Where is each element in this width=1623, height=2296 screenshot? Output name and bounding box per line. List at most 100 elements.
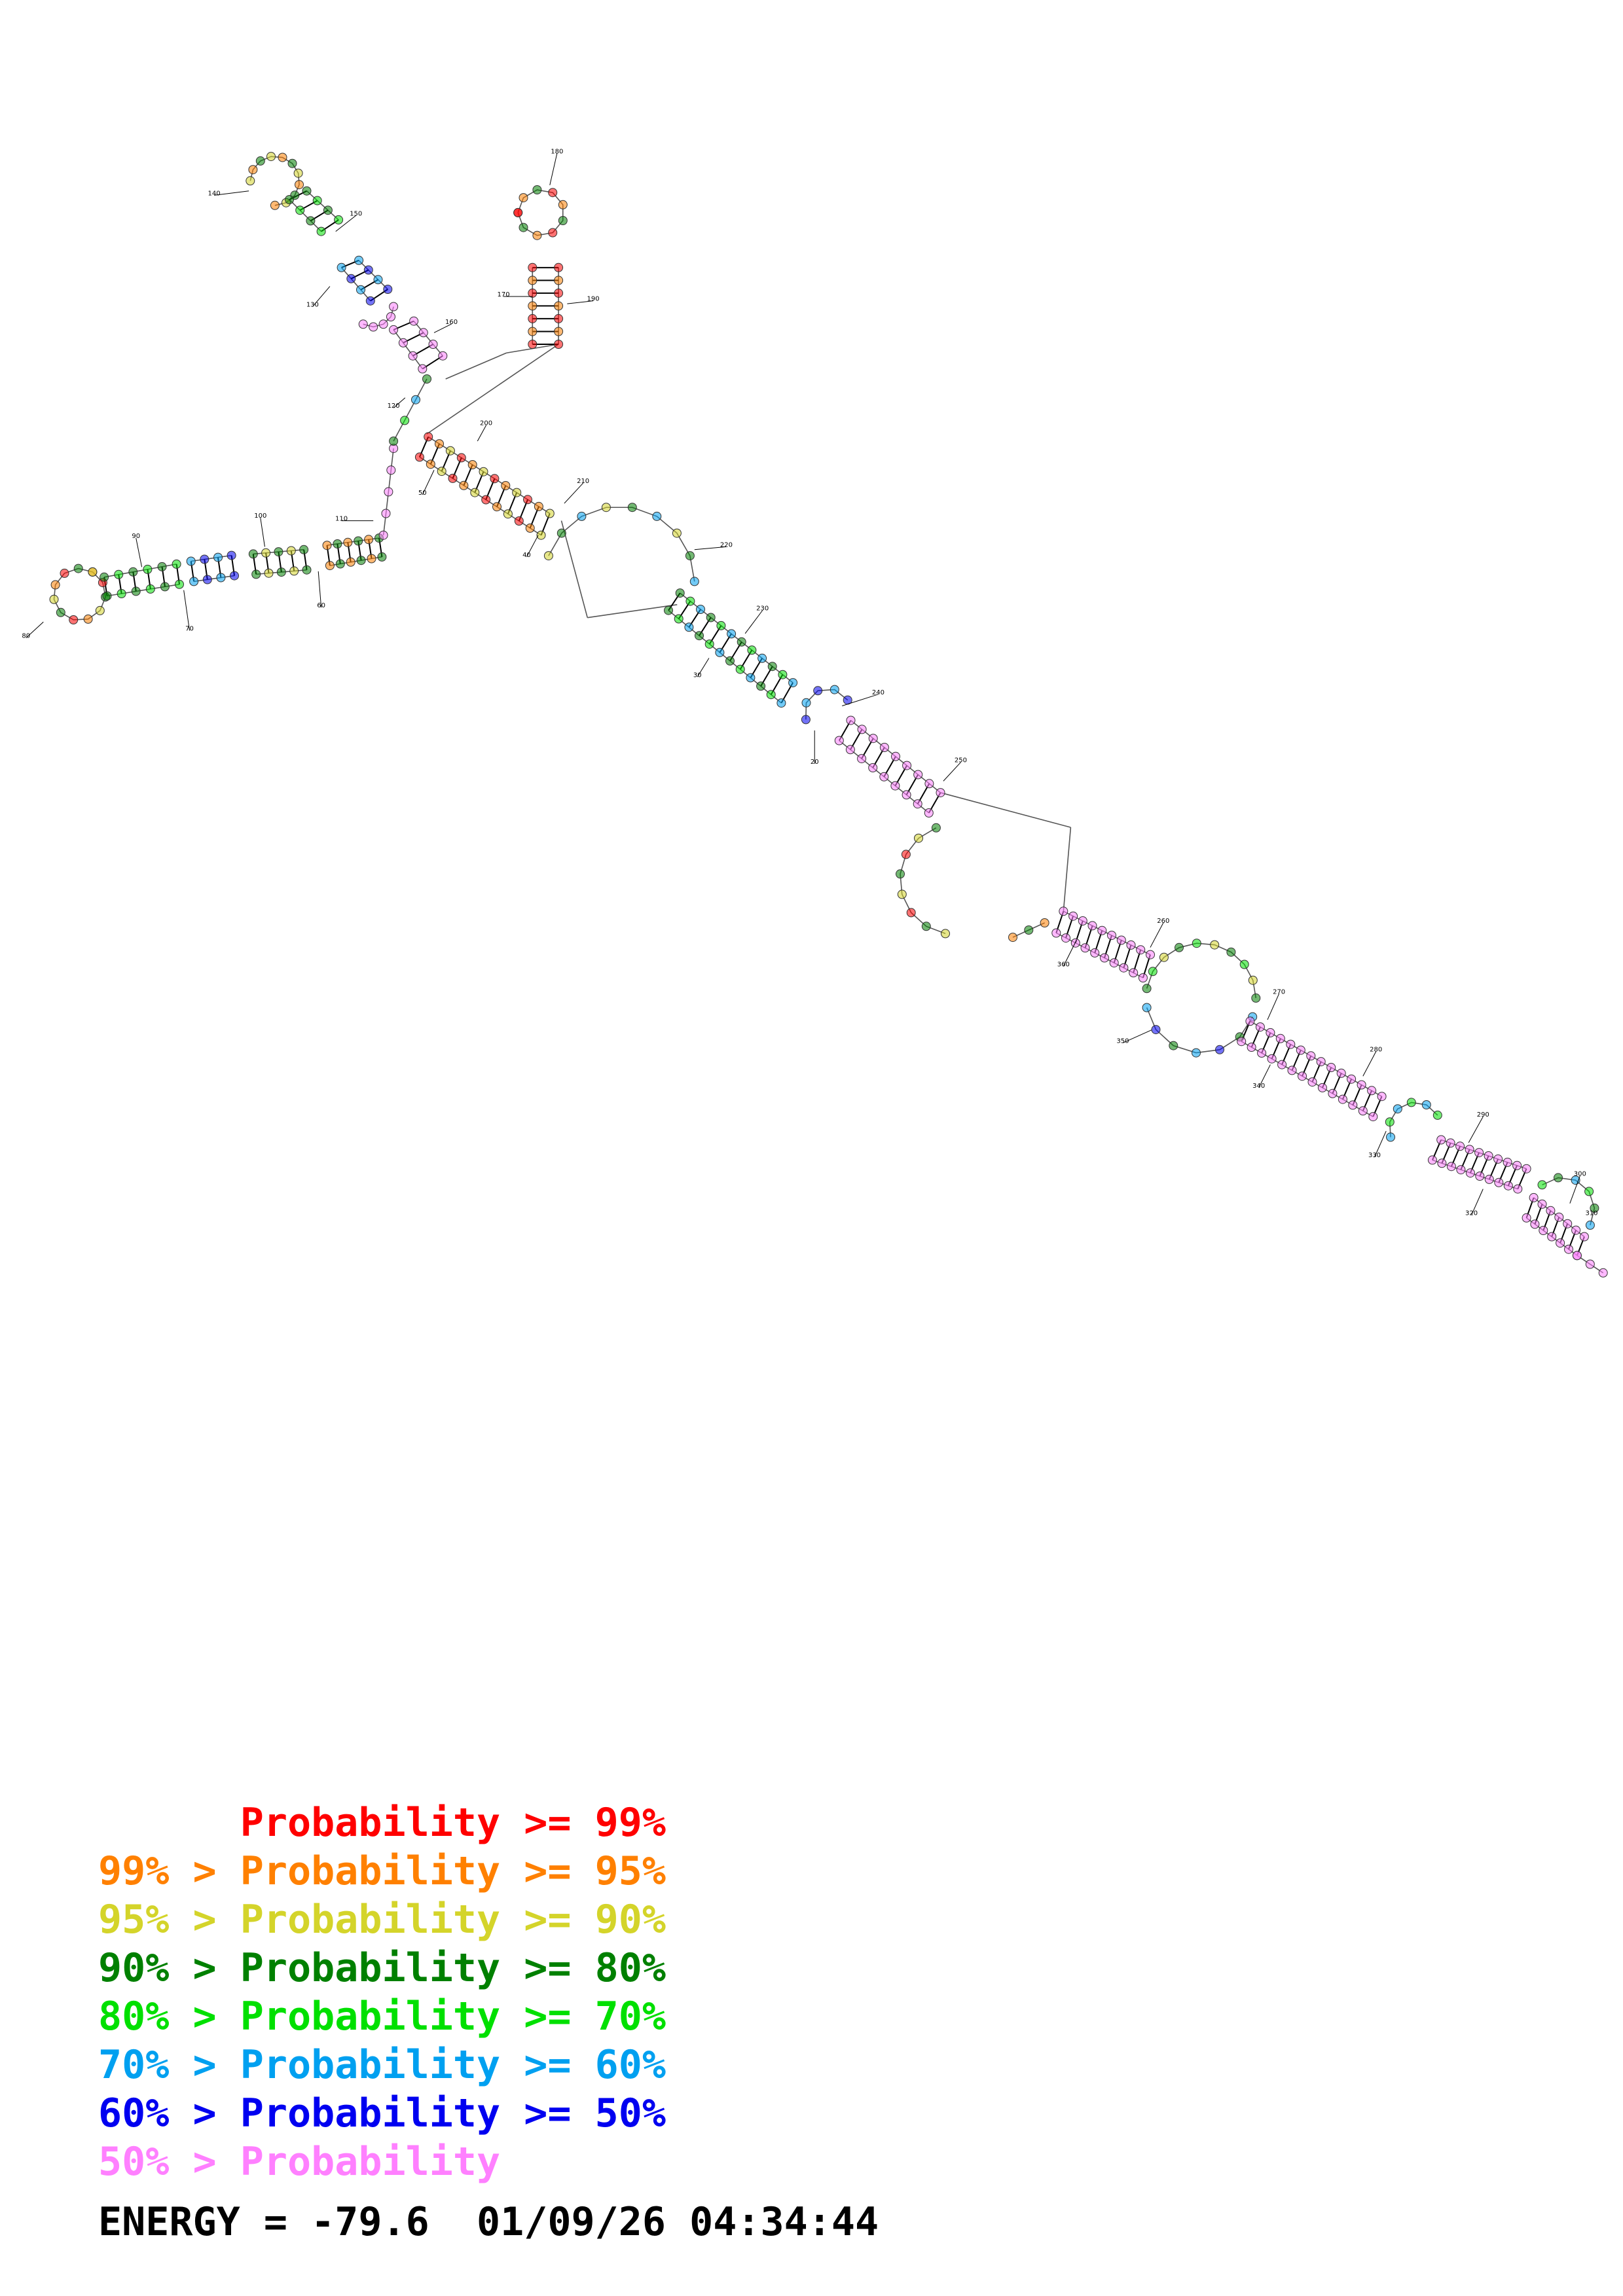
nucleotide xyxy=(293,168,303,178)
nucleotide xyxy=(1585,1220,1595,1230)
nucleotide xyxy=(554,301,564,311)
nucleotide xyxy=(1109,958,1119,968)
nucleotide xyxy=(1537,1199,1547,1209)
backbone-link xyxy=(560,520,589,618)
nucleotide xyxy=(778,670,788,679)
position-label: 110 xyxy=(335,516,348,523)
nucleotide xyxy=(548,188,558,198)
nucleotide xyxy=(398,338,408,348)
nucleotide xyxy=(528,327,538,336)
nucleotide xyxy=(1275,1033,1285,1043)
position-labels: 20 30 40 50 60 70 80 90 100 110 120 130 140 150 160 170… xyxy=(22,148,1597,1217)
position-tick xyxy=(1150,922,1164,948)
position-label: 220 xyxy=(720,541,733,548)
nucleotide xyxy=(1564,1244,1573,1254)
legend-entry-p90: 95% > Probability >= 90% xyxy=(98,1897,666,1943)
backbone-segment xyxy=(1432,1159,1518,1190)
nucleotide xyxy=(88,567,98,577)
nucleotide xyxy=(1328,1088,1338,1098)
position-tick xyxy=(1258,1064,1271,1088)
nucleotide xyxy=(295,206,305,215)
position-label: 310 xyxy=(1585,1210,1597,1217)
nucleotide xyxy=(1358,1106,1368,1116)
nucleotide xyxy=(1100,953,1109,963)
nucleotide xyxy=(1296,1045,1305,1055)
nucleotide xyxy=(1215,1045,1224,1054)
nucleotide xyxy=(261,548,271,558)
position-tick xyxy=(1569,1175,1580,1204)
backbone-segment xyxy=(805,689,848,720)
nucleotide xyxy=(343,537,353,547)
nucleotide xyxy=(503,509,513,519)
nucleotide xyxy=(1142,984,1152,994)
nucleotide xyxy=(248,549,258,559)
nucleotide xyxy=(414,452,424,462)
nucleotide xyxy=(333,539,342,548)
backbone-segment xyxy=(1055,932,1144,978)
nucleotide xyxy=(1357,1080,1366,1090)
nucleotide xyxy=(69,615,79,624)
nucleotide xyxy=(1126,940,1136,950)
nucleotide xyxy=(931,823,941,833)
nucleotide xyxy=(384,487,393,497)
nucleotide xyxy=(1546,1206,1556,1215)
nucleotide xyxy=(727,629,737,639)
nucleotide xyxy=(936,788,945,798)
nucleotide xyxy=(143,564,153,574)
nucleotide xyxy=(1247,1043,1256,1052)
nucleotide xyxy=(801,698,811,708)
nucleotide xyxy=(1465,1145,1474,1155)
nucleotide xyxy=(1522,1164,1531,1174)
nucleotide xyxy=(528,288,538,298)
position-tick xyxy=(318,571,322,608)
nucleotide xyxy=(363,265,373,275)
nucleotide xyxy=(845,745,855,755)
backbone-segment xyxy=(548,507,695,582)
nucleotide xyxy=(424,432,433,442)
nucleotide xyxy=(704,639,714,649)
nucleotide xyxy=(627,503,637,512)
nucleotide xyxy=(554,314,564,323)
position-tick xyxy=(697,658,710,677)
nucleotide xyxy=(1148,967,1158,977)
position-tick xyxy=(1122,1030,1152,1043)
nucleotide xyxy=(389,437,399,446)
nucleotide xyxy=(373,275,383,285)
nucleotide xyxy=(536,530,546,540)
backbone-segment xyxy=(289,199,322,232)
nucleotide xyxy=(902,761,912,770)
nucleotide xyxy=(689,577,699,586)
position-tick xyxy=(1267,994,1280,1020)
backbone-link xyxy=(587,603,678,619)
backbone-link xyxy=(1063,827,1072,912)
nucleotide xyxy=(554,288,564,298)
position-label: 260 xyxy=(1157,918,1169,925)
nucleotide xyxy=(1556,1238,1565,1248)
nucleotide xyxy=(1585,1259,1595,1269)
position-tick xyxy=(567,300,594,304)
nucleotide xyxy=(422,374,431,384)
nucleotide xyxy=(924,779,934,789)
nucleotide xyxy=(684,622,694,632)
position-tick xyxy=(422,470,435,495)
nucleotide xyxy=(1251,993,1261,1003)
backbone-segment xyxy=(1146,942,1257,999)
nucleotide xyxy=(1579,1232,1589,1242)
nucleotide xyxy=(1175,942,1184,952)
nucleotide xyxy=(230,571,239,581)
nucleotide xyxy=(528,301,538,311)
nucleotide xyxy=(426,459,435,469)
position-tick xyxy=(393,397,406,408)
nucleotide xyxy=(418,328,428,338)
nucleotide xyxy=(248,165,258,175)
position-label: 90 xyxy=(132,533,140,540)
position-tick xyxy=(549,153,558,185)
nucleotide xyxy=(913,799,922,809)
nucleotide xyxy=(941,929,950,939)
position-tick xyxy=(744,610,763,634)
position-tick xyxy=(183,590,191,631)
position-tick xyxy=(1468,1116,1484,1143)
nucleotide xyxy=(1146,950,1155,960)
position-tick xyxy=(433,323,452,333)
position-label: 150 xyxy=(350,210,362,217)
